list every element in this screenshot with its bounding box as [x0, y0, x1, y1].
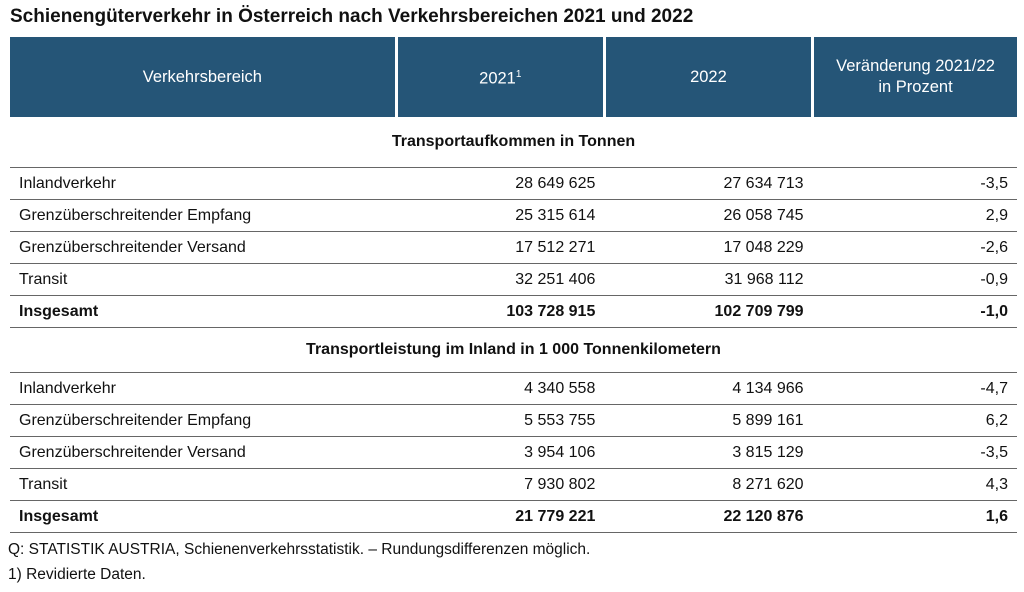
- cell-2021: 21 779 221: [396, 500, 605, 533]
- cell-2022: 4 134 966: [604, 372, 813, 405]
- cell-2022: 3 815 129: [604, 436, 813, 469]
- cell-2021: 7 930 802: [396, 468, 605, 501]
- footnote-marker: 1: [515, 69, 522, 81]
- cell-category: Insgesamt: [10, 500, 397, 533]
- cell-change: 2,9: [812, 199, 1017, 232]
- cell-change: -0,9: [812, 263, 1017, 296]
- cell-2021: 25 315 614: [396, 199, 605, 232]
- cell-category: Inlandverkehr: [10, 372, 397, 405]
- cell-2022: 17 048 229: [604, 231, 813, 264]
- footnote-1: 1) Revidierte Daten.: [8, 566, 146, 583]
- header-2021-label: 2021: [479, 69, 516, 88]
- header-2021: 20211: [394, 37, 605, 117]
- cell-category: Transit: [10, 263, 397, 296]
- table-row: Grenzüberschreitender Versand 3 954 106 3 …: [10, 436, 1017, 469]
- cell-2021: 103 728 915: [396, 295, 605, 328]
- cell-2022: 102 709 799: [604, 295, 813, 328]
- header-2022: 2022: [602, 37, 813, 117]
- cell-change: -4,7: [812, 372, 1017, 405]
- cell-2021: 3 954 106: [396, 436, 605, 469]
- source-note: Q: STATISTIK AUSTRIA, Schienenverkehrsst…: [8, 541, 591, 558]
- cell-change: 1,6: [812, 500, 1017, 533]
- cell-category: Grenzüberschreitender Empfang: [10, 199, 397, 232]
- cell-2022: 22 120 876: [604, 500, 813, 533]
- table-row: Transit 32 251 406 31 968 112 -0,9: [10, 263, 1017, 296]
- cell-2021: 5 553 755: [396, 404, 605, 437]
- header-change: Veränderung 2021/22 in Prozent: [811, 37, 1017, 117]
- cell-2021: 17 512 271: [396, 231, 605, 264]
- table-row: Transit 7 930 802 8 271 620 4,3: [10, 468, 1017, 501]
- header-change-line2: in Prozent: [878, 78, 953, 96]
- cell-change: 6,2: [812, 404, 1017, 437]
- cell-change: -2,6: [812, 231, 1017, 264]
- table-row: Grenzüberschreitender Empfang 25 315 614 2…: [10, 199, 1017, 232]
- section-title: Transportleistung im Inland in 1 000 Ton…: [10, 327, 1017, 373]
- table-title: Schienengüterverkehr in Österreich nach …: [10, 6, 694, 27]
- cell-category: Transit: [10, 468, 397, 501]
- cell-2022: 31 968 112: [604, 263, 813, 296]
- cell-2021: 32 251 406: [396, 263, 605, 296]
- cell-change: 4,3: [812, 468, 1017, 501]
- cell-2021: 4 340 558: [396, 372, 605, 405]
- cell-2022: 26 058 745: [604, 199, 813, 232]
- cell-category: Inlandverkehr: [10, 167, 397, 200]
- total-row: Insgesamt 103 728 915 102 709 799 -1,0: [10, 295, 1017, 328]
- cell-change: -1,0: [812, 295, 1017, 328]
- cell-category: Grenzüberschreitender Versand: [10, 231, 397, 264]
- total-row: Insgesamt 21 779 221 22 120 876 1,6: [10, 500, 1017, 533]
- table-row: Inlandverkehr 4 340 558 4 134 966 -4,7: [10, 372, 1017, 405]
- cell-2022: 5 899 161: [604, 404, 813, 437]
- table-row: Inlandverkehr 28 649 625 27 634 713 -3,5: [10, 167, 1017, 200]
- cell-2021: 28 649 625: [396, 167, 605, 200]
- table-row: Grenzüberschreitender Versand 17 512 271 1…: [10, 231, 1017, 264]
- cell-2022: 27 634 713: [604, 167, 813, 200]
- cell-change: -3,5: [812, 167, 1017, 200]
- table-row: Grenzüberschreitender Empfang 5 553 755 5 …: [10, 404, 1017, 437]
- section-header-row: Transportaufkommen in Tonnen: [10, 117, 1017, 168]
- data-table: Verkehrsbereich 20211 2022 Veränderung 2…: [10, 37, 1017, 533]
- cell-category: Grenzüberschreitender Versand: [10, 436, 397, 469]
- cell-category: Grenzüberschreitender Empfang: [10, 404, 397, 437]
- header-row: Verkehrsbereich 20211 2022 Veränderung 2…: [10, 37, 1017, 117]
- cell-2022: 8 271 620: [604, 468, 813, 501]
- header-verkehrsbereich: Verkehrsbereich: [10, 37, 397, 117]
- section-header-row: Transportleistung im Inland in 1 000 Ton…: [10, 327, 1017, 373]
- cell-change: -3,5: [812, 436, 1017, 469]
- section-title: Transportaufkommen in Tonnen: [10, 117, 1017, 168]
- header-change-line1: Veränderung 2021/22: [836, 57, 995, 75]
- cell-category: Insgesamt: [10, 295, 397, 328]
